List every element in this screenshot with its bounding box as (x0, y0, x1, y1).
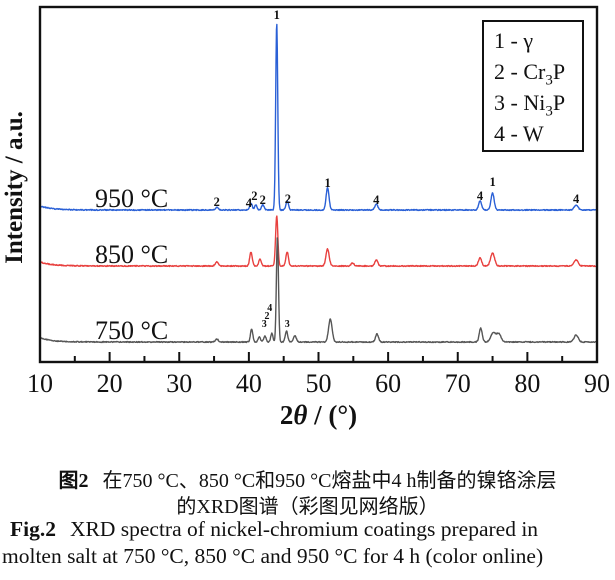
peak-label-750c-0: 3 (262, 319, 267, 330)
caption-zh-fig-label: 图2 (58, 470, 89, 492)
caption-en-text2: molten salt at 750 °C, 850 °C and 950 °C… (2, 544, 544, 568)
x-axis-tick-label-20: 20 (97, 369, 123, 398)
curve-850c (39, 215, 598, 268)
x-axis-tick-label-50: 50 (306, 369, 332, 398)
peak-label-950c-0: 2 (214, 195, 220, 209)
peak-label-950c-5: 2 (285, 192, 291, 206)
caption-en-fig-label: Fig.2 (10, 517, 56, 541)
x-axis-tick-label-40: 40 (236, 369, 262, 398)
y-axis-title: Intensity / a.u. (1, 111, 28, 264)
caption-en-line2: molten salt at 750 °C, 850 °C and 950 °C… (0, 544, 615, 569)
peak-label-950c-6: 1 (324, 176, 330, 190)
x-axis-tick-label-60: 60 (375, 369, 401, 398)
curve-label-750c: 750 °C (95, 316, 168, 345)
peak-label-950c-9: 1 (489, 175, 495, 189)
legend-item-4: 4 - W (494, 121, 544, 146)
x-axis-tick-label-30: 30 (166, 369, 192, 398)
peak-label-750c-3: 3 (285, 319, 290, 330)
peak-label-950c-7: 4 (373, 193, 380, 207)
curve-750c (39, 237, 598, 344)
peak-label-950c-3: 2 (260, 193, 266, 207)
x-axis-tick-label-90: 90 (584, 369, 610, 398)
caption-zh-line2: 的XRD图谱（彩图见网络版） (0, 490, 615, 519)
peak-label-950c-2: 2 (251, 189, 257, 203)
legend-item-3: 3 - Ni3P (494, 90, 566, 120)
legend-item-1: 1 - γ (494, 28, 534, 53)
caption-zh-line1: 图2 在750 °C、850 °C和950 °C熔盐中4 h制备的镍铬涂层 (0, 464, 615, 493)
peak-label-950c-8: 4 (477, 189, 484, 203)
peak-label-950c-4: 1 (274, 8, 280, 22)
peak-label-750c-2: 4 (267, 303, 272, 314)
peak-label-750c-1: 2 (265, 311, 270, 322)
x-axis-tick-label-80: 80 (514, 369, 540, 398)
curve-950c (39, 23, 598, 212)
plot-frame (38, 5, 599, 364)
x-axis-tick-label-70: 70 (445, 369, 471, 398)
caption-en-text1: XRD spectra of nickel-chromium coatings … (69, 517, 539, 541)
curve-label-850c: 850 °C (95, 240, 168, 269)
phase-legend: 1 - γ 2 - Cr3P 3 - Ni3P 4 - W (482, 20, 584, 152)
legend-item-2: 2 - Cr3P (494, 59, 566, 89)
peak-label-950c-10: 4 (573, 192, 580, 206)
x-axis-tick-label-10: 10 (27, 369, 53, 398)
caption-zh-text2: 的XRD图谱（彩图见网络版） (176, 496, 439, 518)
caption-en-line1: Fig.2 XRD spectra of nickel-chromium coat… (0, 517, 615, 542)
x-axis-title: 2θ / (°) (280, 400, 357, 430)
peak-label-950c-1: 4 (246, 196, 253, 210)
curve-label-950c: 950 °C (95, 184, 168, 213)
caption-zh-text1: 在750 °C、850 °C和950 °C熔盐中4 h制备的镍铬涂层 (102, 470, 557, 492)
